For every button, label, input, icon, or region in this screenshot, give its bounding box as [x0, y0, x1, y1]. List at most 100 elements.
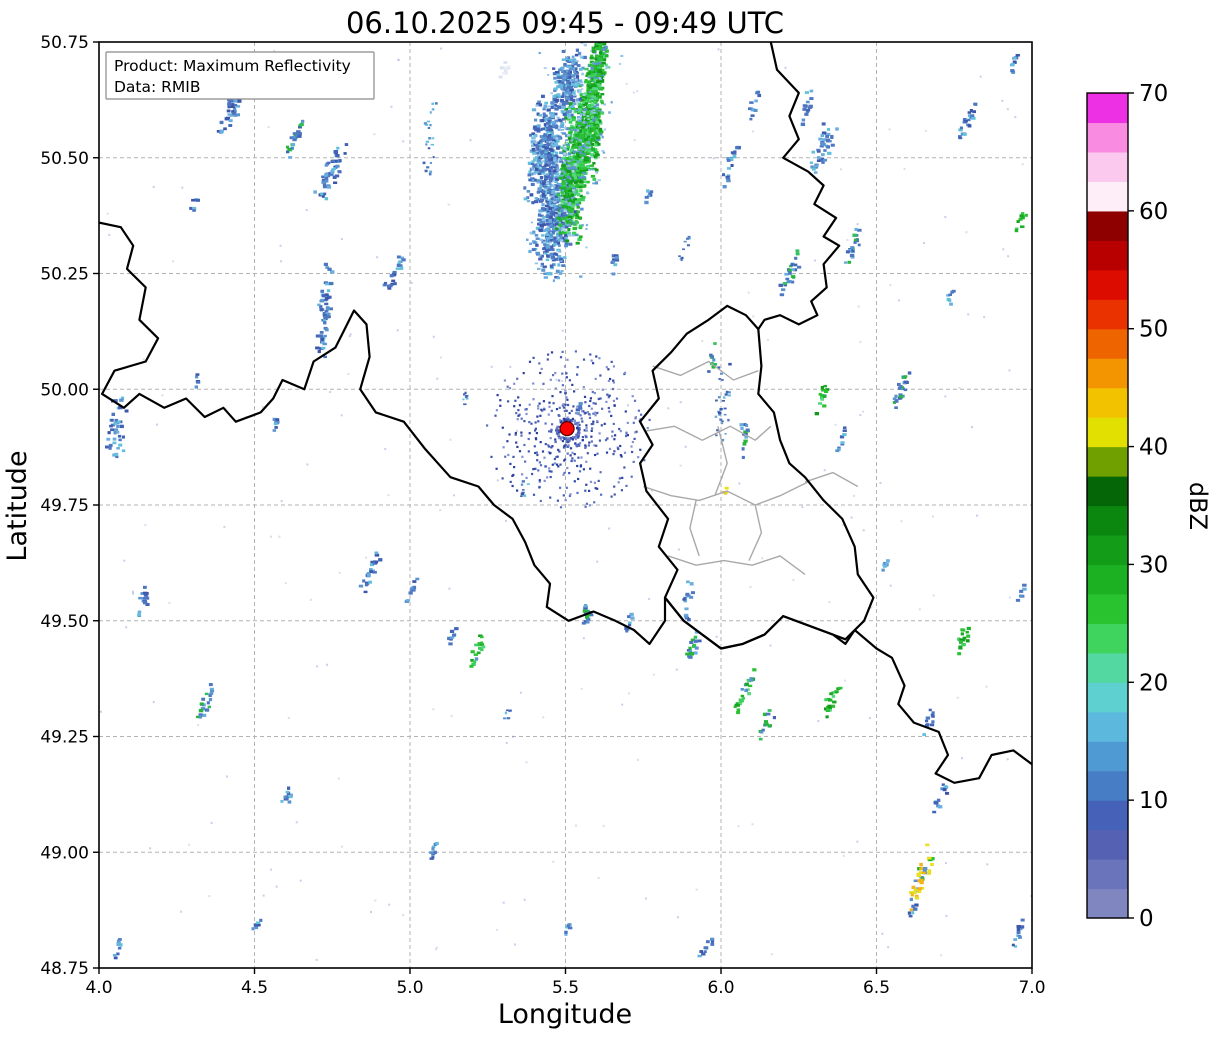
echo-pixel — [590, 54, 594, 58]
echo-pixel — [566, 80, 570, 84]
echo-pixel — [543, 252, 548, 255]
echo-pixel — [470, 658, 474, 662]
echo-pixel — [586, 141, 591, 145]
echo-pixel — [287, 800, 292, 804]
noise-pixel — [843, 679, 846, 682]
clutter-pixel — [552, 402, 555, 405]
clutter-pixel — [559, 506, 563, 509]
noise-pixel — [349, 333, 352, 336]
echo-pixel — [568, 155, 573, 159]
echo-pixel — [536, 127, 541, 131]
clutter-pixel — [626, 421, 629, 424]
clutter-pixel — [589, 467, 592, 470]
echo-pixel — [319, 305, 323, 308]
colorbar-segment — [1087, 93, 1128, 124]
echo-pixel — [536, 159, 541, 163]
echo-pixel — [560, 69, 564, 73]
echo-pixel — [549, 204, 553, 207]
clutter-pixel — [595, 355, 598, 358]
clutter-pixel — [525, 412, 528, 416]
echo-pixel — [578, 402, 583, 406]
echo-pixel — [579, 275, 583, 278]
echo-pixel — [228, 100, 232, 104]
echo-pixel — [570, 139, 574, 142]
echo-pixel — [374, 560, 379, 564]
clutter-pixel — [570, 459, 573, 463]
echo-pixel — [251, 927, 255, 931]
echo-pixel — [326, 289, 331, 293]
noise-pixel — [961, 757, 963, 760]
echo-pixel — [581, 139, 586, 143]
noise-pixel — [1006, 758, 1009, 761]
echo-pixel — [572, 196, 575, 199]
echo-pixel — [537, 168, 541, 171]
echo-pixel — [327, 267, 332, 271]
echo-pixel — [843, 426, 847, 429]
echo-pixel — [586, 99, 590, 102]
echo-pixel — [587, 143, 591, 146]
echo-pixel — [319, 334, 324, 338]
echo-pixel — [569, 58, 573, 62]
echo-pixel — [723, 413, 727, 416]
echo-pixel — [762, 712, 767, 717]
echo-pixel — [717, 396, 721, 399]
echo-pixel — [499, 66, 504, 70]
echo-pixel — [591, 95, 597, 99]
echo-pixel — [644, 195, 649, 199]
echo-pixel — [577, 237, 582, 241]
echo-pixel — [574, 67, 578, 71]
echo-pixel — [824, 389, 829, 393]
echo-pixel — [574, 78, 578, 81]
echo-pixel — [564, 223, 569, 226]
district-borders-layer — [643, 360, 859, 575]
echo-pixel — [561, 77, 566, 81]
echo-pixel — [615, 255, 619, 260]
echo-pixel — [566, 166, 572, 170]
echo-pixel — [526, 190, 531, 193]
echo-pixel — [733, 705, 737, 708]
echo-pixel — [966, 634, 971, 638]
echo-pixel — [561, 239, 566, 243]
clutter-pixel — [613, 438, 616, 441]
echo-pixel — [627, 621, 632, 624]
noise-pixel — [923, 242, 925, 244]
clutter-pixel — [562, 494, 565, 497]
echo-pixel — [795, 249, 800, 253]
echo-pixel — [333, 150, 339, 153]
echo-pixel — [330, 170, 335, 174]
echo-pixel — [849, 253, 855, 257]
echo-pixel — [821, 160, 825, 164]
clutter-pixel — [557, 425, 560, 429]
echo-pixel — [568, 234, 572, 237]
echo-pixel — [533, 170, 537, 174]
clutter-pixel — [540, 408, 543, 411]
noise-pixel — [388, 903, 391, 906]
echo-pixel — [767, 709, 772, 712]
echo-pixel — [723, 407, 727, 410]
echo-pixel — [1022, 587, 1027, 591]
echo-pixel — [114, 418, 119, 422]
echo-pixel — [611, 272, 616, 276]
echo-pixel — [523, 186, 527, 190]
echo-pixel — [575, 154, 580, 158]
noise-pixel — [542, 716, 545, 719]
echo-pixel — [901, 376, 906, 379]
clutter-pixel — [495, 467, 498, 470]
echo-pixel — [386, 284, 391, 288]
echo-pixel — [577, 110, 581, 113]
echo-pixel — [546, 240, 549, 244]
echo-pixel — [694, 646, 699, 650]
echo-pixel — [916, 872, 921, 876]
echo-pixel — [894, 394, 898, 398]
echo-pixel — [539, 146, 543, 149]
clutter-pixel — [576, 423, 579, 426]
echo-pixel — [473, 660, 477, 664]
echo-pixel — [561, 111, 566, 114]
echo-pixel — [556, 73, 561, 77]
clutter-pixel — [562, 403, 565, 406]
echo-pixel — [369, 568, 373, 572]
echo-pixel — [550, 157, 554, 160]
echo-pixel — [564, 225, 569, 229]
echo-pixel — [592, 111, 596, 114]
